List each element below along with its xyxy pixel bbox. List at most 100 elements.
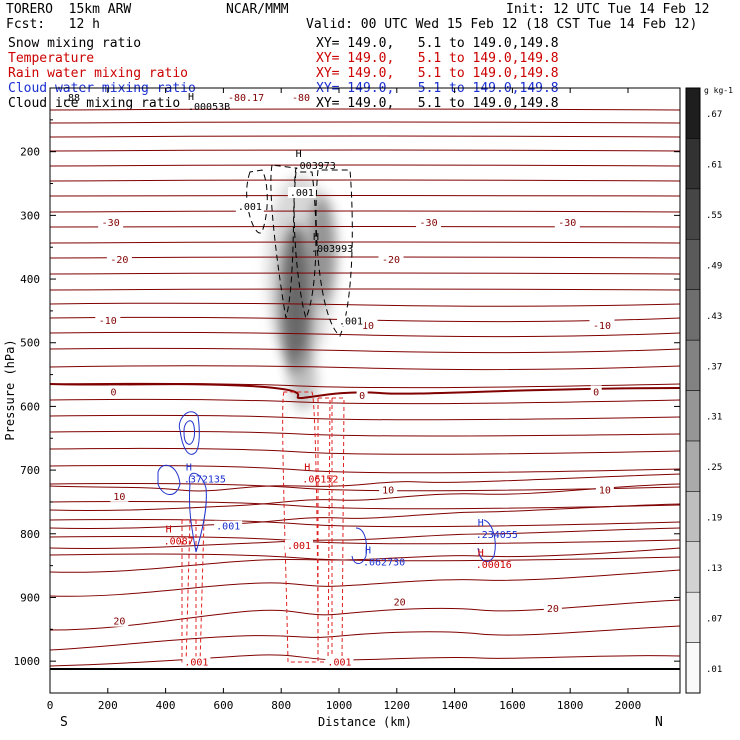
colorbar-level: .31 bbox=[706, 413, 722, 423]
x-tick-label: 1000 bbox=[326, 699, 353, 712]
contour-label: .001 bbox=[327, 657, 351, 668]
colorbar-level: .49 bbox=[706, 261, 722, 271]
x-tick-label: 600 bbox=[213, 699, 233, 712]
contour-label-bg bbox=[336, 315, 365, 327]
isotherm-label-bg bbox=[98, 216, 124, 229]
colorbar-swatch bbox=[685, 390, 701, 442]
contour-label-bg bbox=[284, 539, 313, 551]
colorbar-level: .55 bbox=[706, 211, 722, 221]
isotherm-label: -20 bbox=[382, 255, 400, 266]
y-tick-label: 1000 bbox=[14, 655, 41, 668]
maximum-value: .06152 bbox=[302, 475, 338, 486]
top-h-marker: H bbox=[188, 92, 194, 103]
x-end-north: N bbox=[655, 715, 663, 730]
valid-time: Valid: 00 UTC Wed 15 Feb 12 (18 CST Tue … bbox=[306, 17, 698, 32]
isotherm-label: 20 bbox=[547, 604, 559, 615]
top-low-value: .88 bbox=[62, 93, 80, 104]
isotherm-label: 0 bbox=[359, 391, 365, 402]
maximum-value: .00016 bbox=[476, 560, 512, 571]
x-tick-label: 1200 bbox=[384, 699, 411, 712]
x-tick-label: 1800 bbox=[557, 699, 584, 712]
x-tick-label: 2000 bbox=[615, 699, 642, 712]
isotherm-label-bg bbox=[108, 385, 120, 398]
isotherm-label-bg bbox=[110, 614, 129, 627]
x-end-south: S bbox=[60, 715, 68, 730]
contour-label: .001 bbox=[184, 657, 208, 668]
colorbar-swatch bbox=[685, 289, 701, 341]
maximum-value: .234055 bbox=[476, 530, 518, 541]
isotherm-label: 10 bbox=[113, 492, 125, 503]
y-tick-label: 200 bbox=[20, 146, 40, 159]
colorbar-frame bbox=[685, 87, 701, 694]
y-tick-label: 900 bbox=[20, 591, 40, 604]
maximum-marker: H bbox=[296, 149, 302, 160]
contour-label-bg bbox=[325, 656, 354, 668]
axis-frame bbox=[49, 87, 681, 694]
isotherm-label-bg bbox=[95, 314, 121, 327]
field-name-cloud-ice: Cloud ice mixing ratio bbox=[8, 96, 181, 111]
isotherm-label: -10 bbox=[99, 316, 117, 327]
cloud-ice-contours bbox=[246, 164, 353, 337]
contour-label: .001 bbox=[216, 522, 240, 533]
contour-label-bg bbox=[235, 201, 264, 212]
snow-shading bbox=[266, 175, 336, 410]
center-title: NCAR/MMM bbox=[226, 2, 289, 17]
contour-label: .001 bbox=[287, 541, 311, 552]
y-axis-label: Pressure (hPa) bbox=[3, 339, 17, 440]
model-title: TORERO 15km ARW bbox=[6, 2, 132, 17]
contour-label-bg bbox=[287, 186, 316, 198]
isotherm-label: 0 bbox=[593, 387, 599, 398]
colorbar-level: .25 bbox=[706, 463, 722, 473]
top-temp-b: -80 bbox=[292, 93, 310, 104]
isotherm-label: 20 bbox=[113, 617, 125, 628]
top-temp-a: -80.17 bbox=[228, 93, 264, 104]
contour-labels: .001 .001 .001 .001 .001 .001 .001 bbox=[182, 186, 365, 668]
maximum-value: .0087 bbox=[164, 536, 194, 547]
maximum-marker: H bbox=[365, 545, 371, 556]
maximum-marker: H bbox=[186, 463, 192, 474]
isotherm-label: -10 bbox=[356, 321, 374, 332]
maximum-marker: H bbox=[304, 463, 310, 474]
colorbar-level: .61 bbox=[706, 161, 722, 171]
x-tick-label: 1600 bbox=[499, 699, 526, 712]
x-axis-label: Distance (km) bbox=[318, 715, 412, 729]
maximum-marker: H bbox=[478, 518, 484, 529]
y-tick-label: 800 bbox=[20, 528, 40, 541]
contour-label: .001 bbox=[290, 188, 314, 199]
top-ice-max: .00053B bbox=[188, 102, 230, 113]
y-tick-label: 300 bbox=[20, 209, 40, 222]
colorbar-unit: g kg-1 bbox=[704, 86, 733, 95]
colorbar-level: .37 bbox=[706, 362, 722, 372]
isotherm-label: 0 bbox=[111, 387, 117, 398]
field-range-rain: XY= 149.0, 5.1 to 149.0,149.8 bbox=[316, 66, 559, 81]
isotherm-label-bg bbox=[595, 483, 614, 496]
isotherm-label-bg bbox=[589, 319, 615, 332]
maximum-value: .062730 bbox=[363, 557, 405, 568]
maxima-labels: H.003973H.003993H.372135H.06152H.062730H… bbox=[164, 149, 518, 571]
isotherm-label-bg bbox=[378, 252, 404, 265]
colorbar-swatch bbox=[685, 541, 701, 593]
x-ticks: 0 200 400 600 800 1000 1200 1400 1600 1800 2000 bbox=[47, 88, 642, 712]
colorbar-swatch bbox=[685, 188, 701, 240]
contour-label-bg bbox=[182, 656, 211, 668]
colorbar-swatch bbox=[685, 591, 701, 643]
maximum-marker: H bbox=[478, 548, 484, 559]
colorbar-swatch bbox=[685, 642, 701, 694]
colorbar-level: .67 bbox=[706, 110, 722, 120]
colorbar: .01 .07 .13 .19 .25 .31 .37 .43 .49 .55 .61 .67 bbox=[685, 87, 722, 694]
colorbar-swatch bbox=[685, 87, 701, 139]
colorbar-swatch bbox=[685, 339, 701, 391]
isotherm-label: -30 bbox=[420, 218, 438, 229]
isotherm-label: -20 bbox=[110, 255, 128, 266]
colorbar-level: .19 bbox=[706, 514, 722, 524]
forecast-hour: Fcst: 12 h bbox=[6, 17, 100, 32]
maximum-marker: H bbox=[166, 524, 172, 535]
maximum-value: .003973 bbox=[294, 161, 336, 172]
maximum-value: .372135 bbox=[184, 475, 226, 486]
y-tick-label: 600 bbox=[20, 400, 40, 413]
isotherm-label-bg bbox=[554, 216, 580, 229]
isotherm-label-bg bbox=[416, 216, 442, 229]
